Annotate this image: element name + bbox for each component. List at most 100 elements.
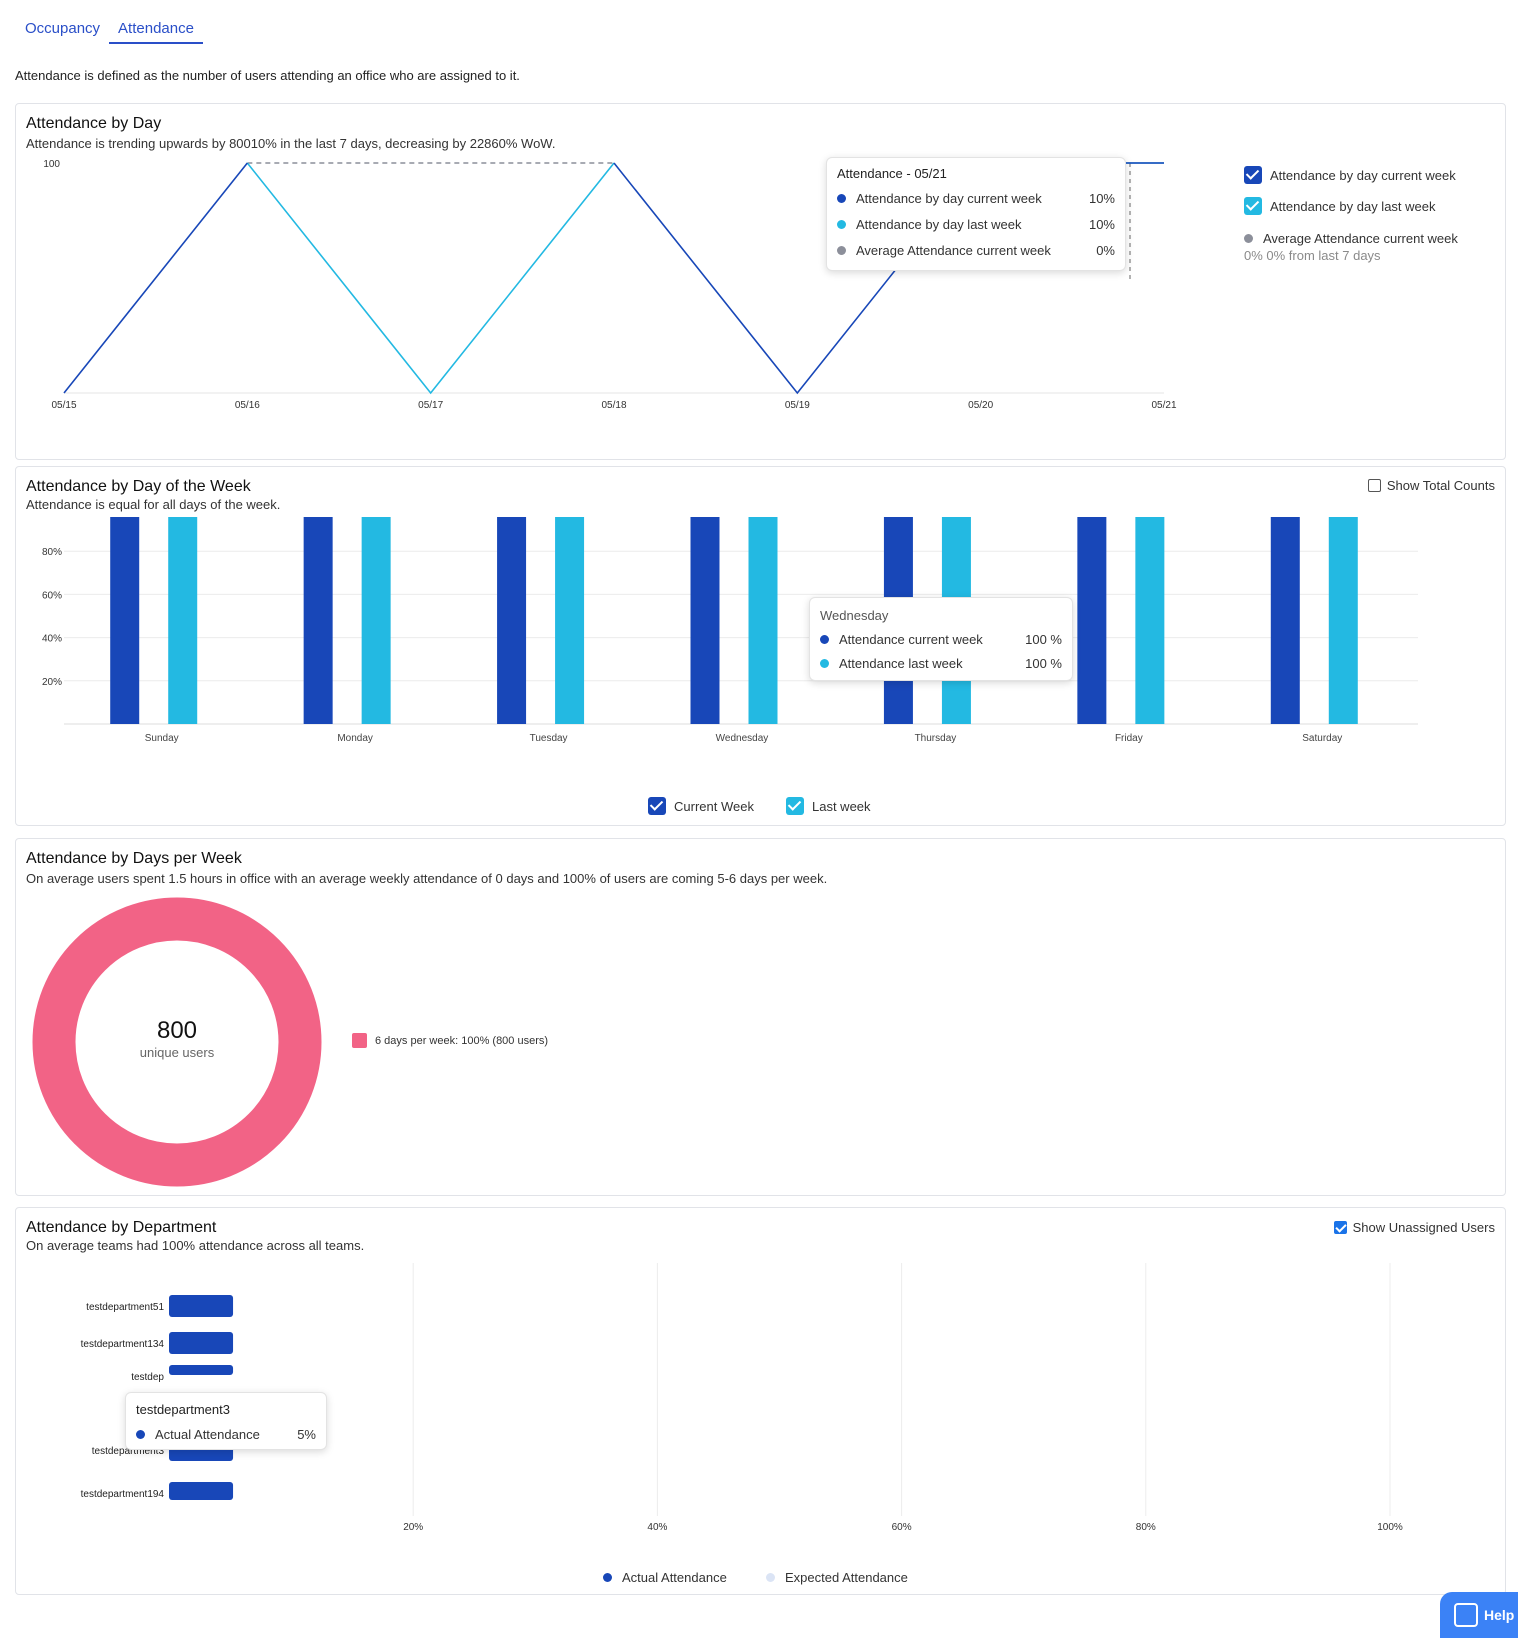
card-title: Attendance by Department (26, 1219, 217, 1236)
x-tick-label: 05/21 (1151, 400, 1176, 411)
x-tick-label: Saturday (1302, 733, 1342, 744)
chart-tooltip: testdepartment3 Actual Attendance 5% (125, 1392, 327, 1450)
tooltip-row: Attendance by day current week (837, 191, 1042, 206)
donut-slice (32, 897, 322, 1187)
tooltip-label: Attendance current week (839, 632, 983, 647)
legend-current-week[interactable]: Current Week (648, 797, 754, 815)
tooltip-value: 100 % (1025, 632, 1062, 647)
checkbox-icon[interactable] (1367, 479, 1381, 492)
tooltip-value: 10% (1088, 191, 1115, 206)
checkbox-checked-icon[interactable] (1333, 1221, 1347, 1234)
donut-legend-item[interactable]: 6 days per week: 100% (800 users) (352, 1033, 548, 1048)
tooltip-value: 5% (297, 1427, 316, 1442)
tab-attendance[interactable]: Attendance (109, 16, 203, 44)
tooltip-row: Attendance current week (820, 632, 983, 647)
x-tick-label: 100% (1377, 1522, 1403, 1533)
legend-dot-icon (1244, 234, 1253, 243)
bar-current-week (110, 517, 140, 724)
legend-average[interactable]: Average Attendance current week (1244, 231, 1458, 246)
x-tick-label: 40% (647, 1522, 667, 1533)
x-tick-label: Sunday (145, 733, 179, 744)
legend-last-week[interactable]: Last week (786, 797, 871, 815)
series-dot-icon (136, 1430, 145, 1439)
attendance-by-day-card: Attendance by Day Attendance is trending… (15, 103, 1506, 460)
bar-current-week (1270, 517, 1300, 724)
bar-actual-attendance (169, 1482, 234, 1500)
legend-label: Attendance by day last week (1270, 198, 1436, 214)
bar-current-week (303, 517, 333, 724)
legend-actual-attendance[interactable]: Actual Attendance (603, 1570, 727, 1585)
x-tick-label: 05/20 (968, 400, 993, 411)
help-label: Help (1484, 1607, 1515, 1623)
legend-label: Attendance by day current week (1270, 167, 1456, 183)
tooltip-value: 0% (1096, 243, 1115, 258)
legend-last-week[interactable]: Attendance by day last week (1244, 197, 1436, 215)
tooltip-row: Attendance last week (820, 656, 963, 671)
bar-last-week (1328, 517, 1358, 724)
card-subtitle: On average teams had 100% attendance acr… (26, 1238, 365, 1253)
help-icon (1454, 1603, 1478, 1627)
y-tick-label: 60% (42, 590, 62, 601)
legend-label: Average Attendance current week (1263, 231, 1458, 246)
x-tick-label: 05/15 (51, 400, 76, 411)
tab-occupancy[interactable]: Occupancy (25, 20, 101, 37)
y-tick-label: 80% (42, 547, 62, 558)
bar-last-week (168, 517, 198, 724)
category-label: testdepartment51 (86, 1302, 164, 1313)
y-tick-label: 20% (42, 677, 62, 688)
tooltip-label: Actual Attendance (155, 1427, 260, 1442)
category-label: testdep (131, 1372, 164, 1383)
x-tick-label: Thursday (915, 733, 957, 744)
x-tick-label: 05/19 (785, 400, 810, 411)
page-description: Attendance is defined as the number of u… (15, 68, 520, 83)
checkbox-checked-icon (648, 797, 666, 815)
donut-center-label: unique users (139, 1045, 215, 1060)
x-tick-label: Monday (337, 733, 373, 744)
show-total-counts-toggle[interactable]: Show Total Counts (1367, 478, 1495, 493)
category-label: testdepartment134 (81, 1339, 165, 1350)
attendance-by-department-card: Attendance by Department On average team… (15, 1207, 1506, 1595)
card-title: Attendance by Day (26, 115, 162, 132)
bar-last-week (1135, 517, 1165, 724)
x-tick-label: 80% (1136, 1522, 1156, 1533)
series-line-0 (63, 162, 248, 394)
bar-actual-attendance (169, 1365, 234, 1375)
legend-dot-icon (603, 1573, 612, 1582)
attendance-by-weekday-card: Attendance by Day of the Week Attendance… (15, 466, 1506, 826)
series-dot-icon (837, 220, 846, 229)
card-subtitle: Attendance is equal for all days of the … (26, 497, 281, 512)
x-tick-label: 05/18 (601, 400, 626, 411)
bar-current-week (690, 517, 720, 724)
legend-label: Current Week (674, 798, 754, 814)
bar-current-week (1077, 517, 1107, 724)
tooltip-title: Attendance - 05/21 (837, 166, 947, 181)
series-dot-icon (837, 246, 846, 255)
tooltip-row: Average Attendance current week (837, 243, 1051, 258)
attendance-by-weekday-chart: 100%80%60%40%20%SundayMondayTuesdayWedne… (42, 517, 1418, 744)
legend-expected-attendance[interactable]: Expected Attendance (766, 1570, 908, 1585)
tooltip-value: 10% (1088, 217, 1115, 232)
tooltip-row: Actual Attendance (136, 1427, 260, 1442)
bar-actual-attendance (169, 1295, 234, 1317)
card-title: Attendance by Days per Week (26, 850, 242, 867)
attendance-by-department-chart: 20% 40% 60% 80% 100% testdepartment51 testdepa… (81, 1263, 1403, 1533)
bar-current-week (497, 517, 527, 724)
donut-center-value: 800 (156, 1017, 198, 1044)
category-label: testdepartment3 (92, 1446, 165, 1457)
legend-dot-icon (766, 1573, 775, 1582)
legend-label: 6 days per week: 100% (800 users) (375, 1034, 549, 1047)
x-tick-label: Wednesday (716, 733, 769, 744)
tooltip-value: 100 % (1025, 656, 1062, 671)
legend-average-note: 0% 0% from last 7 days (1244, 248, 1381, 263)
legend-swatch-icon (352, 1033, 367, 1048)
chart-tooltip: Attendance - 05/21 Attendance by day cur… (826, 157, 1126, 271)
chart-tooltip: Wednesday Attendance current week 100 % … (809, 597, 1073, 681)
y-tick-label: 100 (43, 159, 60, 170)
toggle-label: Show Total Counts (1386, 478, 1495, 493)
show-unassigned-users-toggle[interactable]: Show Unassigned Users (1333, 1220, 1495, 1235)
x-tick-label: Friday (1115, 733, 1143, 744)
help-button[interactable]: Help (1440, 1592, 1518, 1638)
legend-current-week[interactable]: Attendance by day current week (1244, 166, 1456, 184)
series-dot-icon (837, 194, 846, 203)
legend-label: Actual Attendance (622, 1570, 727, 1585)
